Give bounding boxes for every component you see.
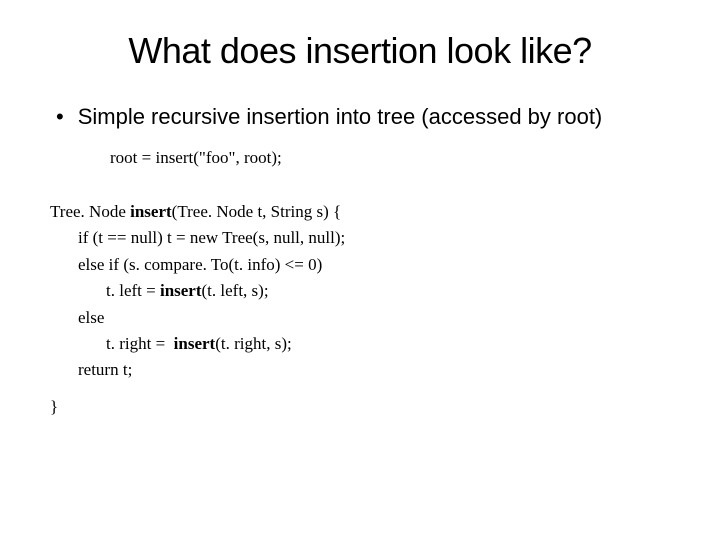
code-signature: Tree. Node insert(Tree. Node t, String s… bbox=[50, 199, 670, 225]
code-bold-keyword: insert bbox=[130, 202, 172, 221]
slide-title: What does insertion look like? bbox=[50, 30, 670, 72]
code-line: else if (s. compare. To(t. info) <= 0) bbox=[50, 252, 670, 278]
code-text: (t. right, s); bbox=[215, 334, 292, 353]
code-text: (Tree. Node t, String s) { bbox=[172, 202, 342, 221]
code-function-block: Tree. Node insert(Tree. Node t, String s… bbox=[50, 199, 670, 420]
code-line: if (t == null) t = new Tree(s, null, nul… bbox=[50, 225, 670, 251]
code-line: t. left = insert(t. left, s); bbox=[50, 278, 670, 304]
code-line: else bbox=[50, 305, 670, 331]
bullet-item: • Simple recursive insertion into tree (… bbox=[50, 102, 670, 133]
code-text: Tree. Node bbox=[50, 202, 130, 221]
code-text: t. right = bbox=[106, 334, 174, 353]
code-text: t. left = bbox=[106, 281, 160, 300]
code-bold-keyword: insert bbox=[160, 281, 202, 300]
code-call-line: root = insert("foo", root); bbox=[110, 145, 670, 171]
bullet-marker: • bbox=[56, 102, 64, 133]
code-bold-keyword: insert bbox=[174, 334, 216, 353]
bullet-text: Simple recursive insertion into tree (ac… bbox=[78, 102, 670, 132]
code-close-brace: } bbox=[50, 394, 670, 420]
code-line: t. right = insert(t. right, s); bbox=[50, 331, 670, 357]
code-text: (t. left, s); bbox=[202, 281, 269, 300]
code-line: return t; bbox=[50, 357, 670, 383]
